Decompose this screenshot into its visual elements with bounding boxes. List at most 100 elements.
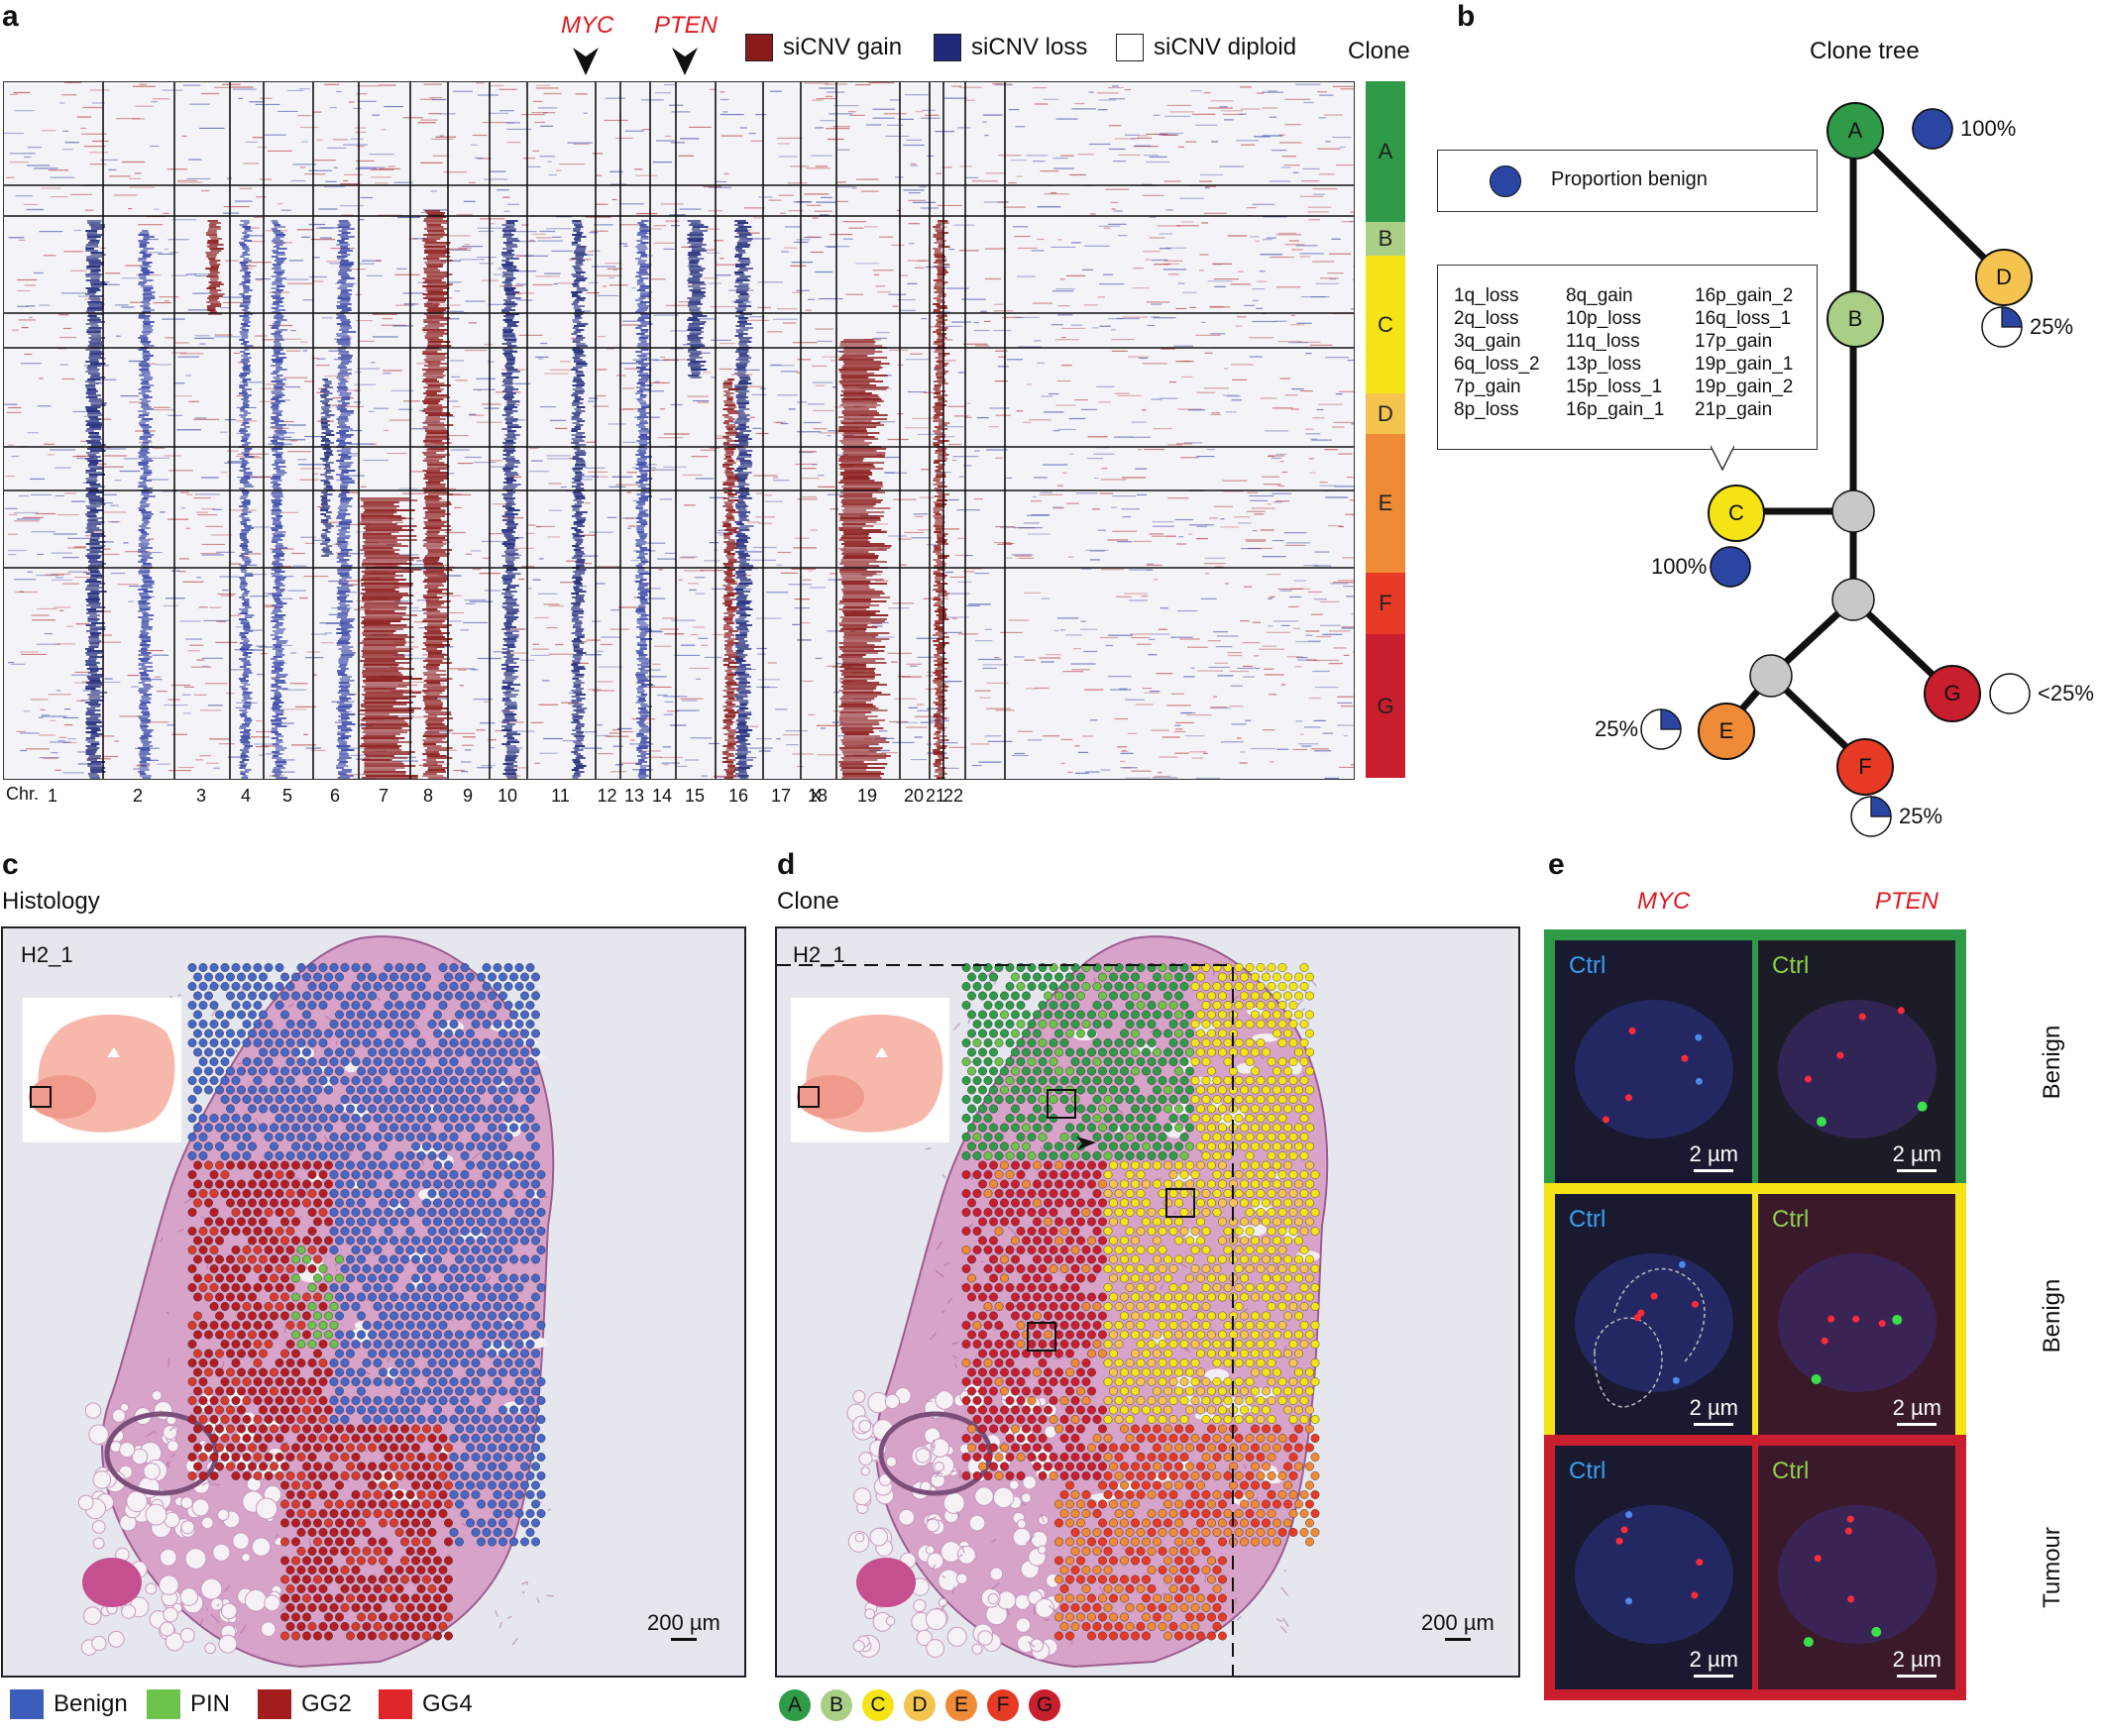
spot	[1120, 1141, 1129, 1151]
spot	[1120, 1499, 1129, 1509]
spot	[1174, 1010, 1183, 1020]
spot	[1168, 1547, 1178, 1556]
spot	[1125, 1490, 1135, 1499]
spot	[220, 1453, 230, 1462]
spot	[460, 1001, 470, 1010]
mutation-item: 7p_gain	[1454, 377, 1521, 397]
spot	[1011, 1160, 1020, 1170]
spot	[1277, 1321, 1287, 1330]
spot	[1109, 1254, 1118, 1264]
spot	[1294, 1292, 1303, 1302]
spot	[291, 1217, 300, 1227]
spot	[291, 1443, 300, 1453]
spot	[1288, 1208, 1298, 1217]
spot	[324, 1330, 333, 1340]
spot	[1098, 991, 1107, 1001]
spot	[514, 1490, 524, 1499]
spot	[466, 1480, 475, 1490]
spot	[198, 1453, 208, 1462]
spot	[1234, 1415, 1244, 1424]
spot	[1262, 1123, 1271, 1133]
spot	[215, 1160, 224, 1170]
spot	[994, 1377, 1004, 1386]
spot	[983, 1170, 993, 1179]
spot	[1218, 1631, 1227, 1641]
spot	[307, 1340, 317, 1349]
spot	[514, 1076, 524, 1085]
spot	[1277, 1057, 1287, 1066]
spot	[416, 1396, 426, 1405]
spot	[296, 1434, 306, 1443]
spot	[438, 1434, 448, 1443]
spot	[318, 982, 328, 991]
spot	[1196, 1330, 1205, 1340]
spot	[1136, 1170, 1146, 1179]
histology-scale-bar	[670, 1638, 697, 1641]
spot	[187, 1264, 197, 1273]
spot	[231, 1434, 241, 1443]
spot	[1147, 1603, 1157, 1612]
spot	[1120, 1273, 1129, 1283]
spot	[1185, 1405, 1194, 1415]
spot	[460, 1038, 470, 1047]
fish-region-marker	[1165, 1188, 1195, 1218]
spot	[1065, 1273, 1074, 1283]
spot	[514, 1415, 524, 1424]
spot	[1218, 1047, 1227, 1057]
spot	[307, 1038, 317, 1047]
spot	[455, 1292, 464, 1302]
fish-ctrl-label: Ctrl	[1772, 1458, 1810, 1484]
spot	[329, 1358, 339, 1367]
spot	[1120, 1330, 1129, 1340]
spot	[1087, 1029, 1096, 1038]
spot	[1223, 1283, 1233, 1292]
spot	[220, 1170, 230, 1179]
spot	[1201, 1114, 1211, 1123]
spot	[1168, 1509, 1178, 1518]
spot	[400, 1556, 409, 1566]
spot	[498, 1066, 507, 1076]
spot	[1223, 1001, 1233, 1010]
spot	[433, 1198, 442, 1208]
spot	[1196, 1499, 1205, 1509]
spot	[394, 1434, 404, 1443]
spot	[209, 1057, 219, 1066]
spot	[1098, 1085, 1107, 1095]
spot	[285, 1189, 295, 1198]
spot	[193, 972, 202, 982]
spot	[307, 1509, 317, 1518]
spot	[1240, 1047, 1249, 1057]
spot	[209, 1076, 219, 1085]
spot	[1087, 1179, 1096, 1189]
spot	[275, 1377, 284, 1386]
spot	[525, 1358, 535, 1367]
spot	[1153, 1123, 1162, 1133]
spot	[1207, 1518, 1216, 1528]
spot	[1092, 1038, 1102, 1047]
spot	[313, 1424, 322, 1434]
spot	[1005, 1038, 1015, 1047]
spot	[1240, 1141, 1249, 1151]
spot	[1196, 1179, 1205, 1189]
legend-swatch-benign	[10, 1689, 44, 1719]
spot	[520, 1330, 529, 1340]
spot	[285, 1509, 295, 1518]
spot	[335, 1593, 344, 1603]
spot	[275, 1095, 284, 1104]
spot	[978, 1010, 987, 1020]
spot	[493, 982, 502, 991]
spot	[1256, 1415, 1266, 1424]
spot	[1076, 1405, 1085, 1415]
spot	[1223, 1246, 1233, 1254]
spot	[1201, 1208, 1211, 1217]
spot	[1240, 1160, 1249, 1170]
spot	[1070, 1340, 1080, 1349]
spot	[1179, 1133, 1189, 1141]
spot	[1262, 1236, 1271, 1246]
spot	[503, 1340, 513, 1349]
spot	[1087, 1631, 1096, 1641]
spot	[1059, 1264, 1069, 1273]
spot	[1120, 1443, 1129, 1453]
spot	[389, 1066, 398, 1076]
spot	[1059, 1170, 1069, 1179]
